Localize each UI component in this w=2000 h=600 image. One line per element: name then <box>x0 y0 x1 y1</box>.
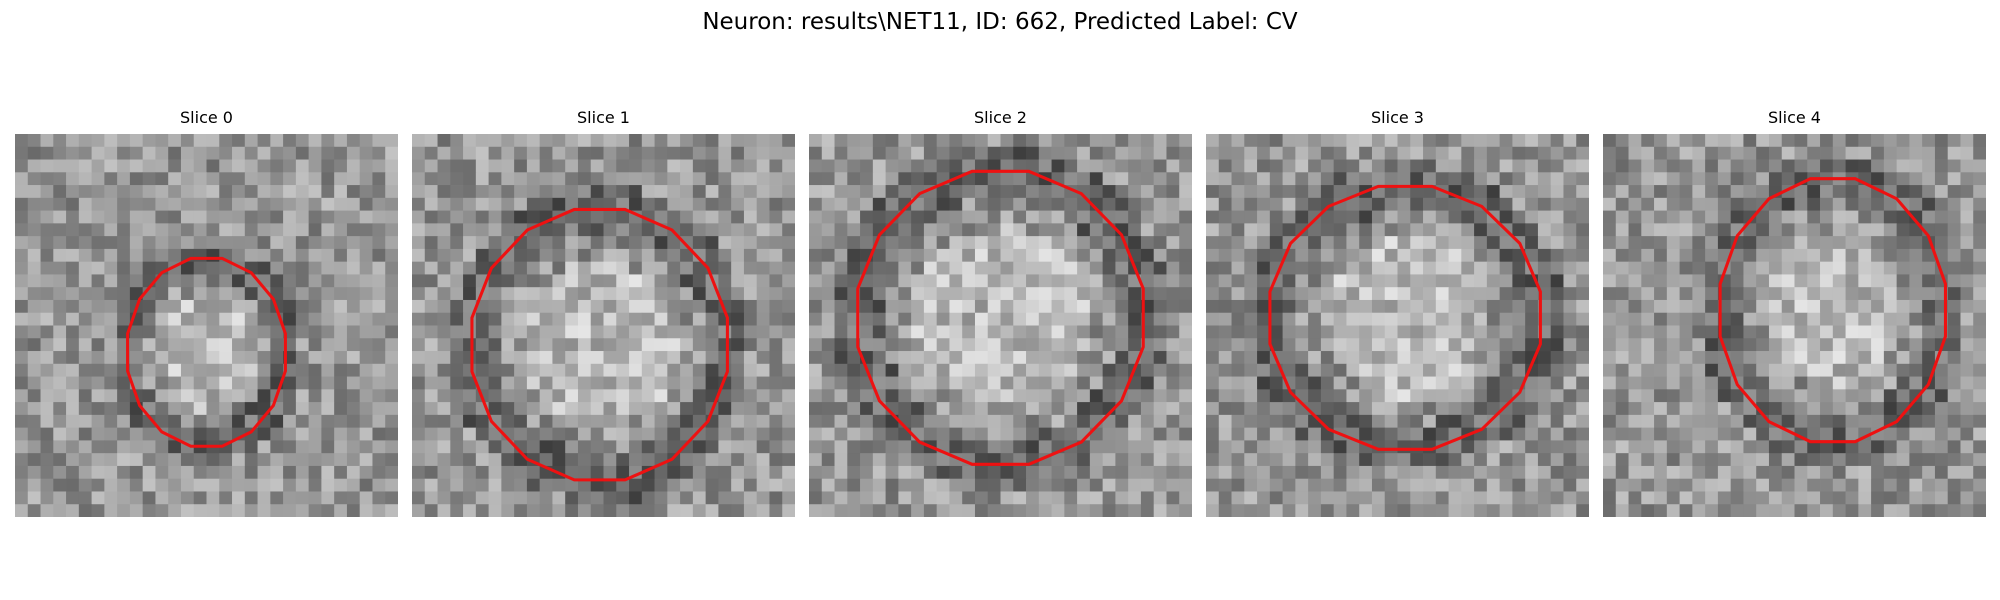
slice-image <box>809 134 1192 517</box>
roi-contour <box>470 207 729 482</box>
slice-title: Slice 2 <box>974 108 1027 127</box>
slice-panel-1: Slice 1 <box>412 106 795 517</box>
roi-contour <box>856 169 1145 466</box>
roi-contour <box>1718 177 1948 444</box>
slice-panel-2: Slice 2 <box>809 106 1192 517</box>
slice-panel-4: Slice 4 <box>1603 106 1986 517</box>
slice-panel-3: Slice 3 <box>1206 106 1589 517</box>
slice-title: Slice 0 <box>180 108 233 127</box>
slice-image <box>1603 134 1986 517</box>
slice-image <box>1206 134 1589 517</box>
slice-panel-0: Slice 0 <box>15 106 398 517</box>
slice-title: Slice 1 <box>577 108 630 127</box>
slice-title: Slice 4 <box>1768 108 1821 127</box>
slice-image <box>412 134 795 517</box>
roi-contour <box>1268 184 1542 451</box>
slice-title: Slice 3 <box>1371 108 1424 127</box>
slice-image <box>15 134 398 517</box>
figure-title: Neuron: results\NET11, ID: 662, Predicte… <box>702 9 1298 35</box>
roi-contour <box>126 256 287 448</box>
